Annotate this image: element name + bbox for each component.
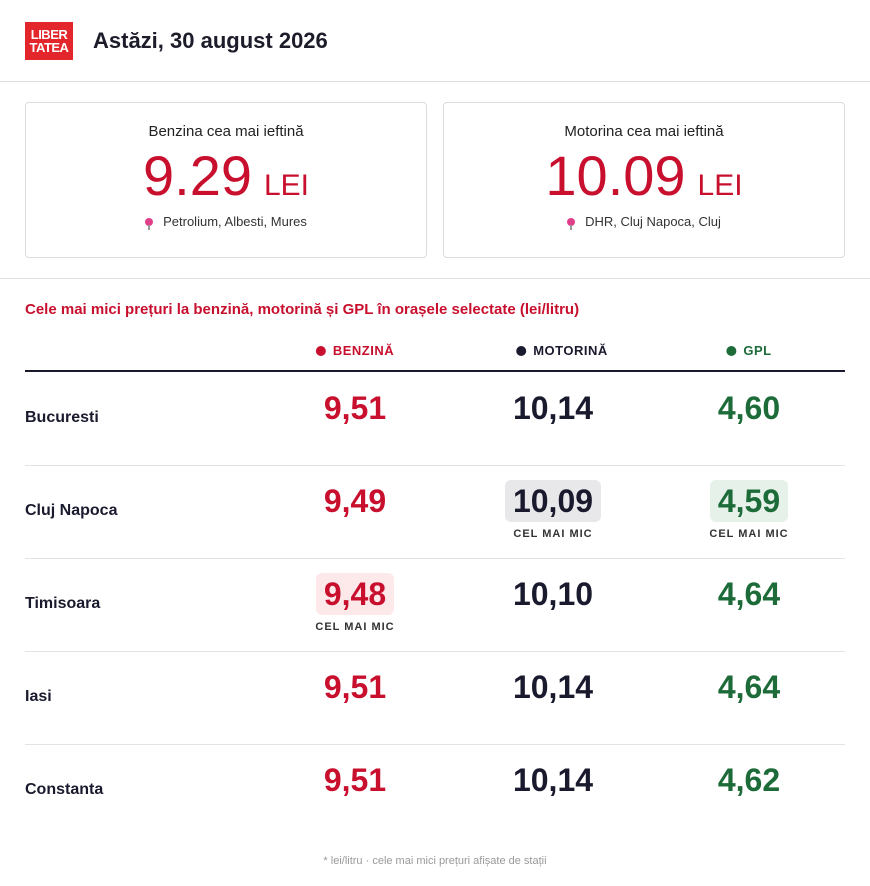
lowest-badge: CEL MAI MIC xyxy=(315,621,395,633)
city-name: Timisoara xyxy=(25,595,101,612)
lowest-badge: CEL MAI MIC xyxy=(709,528,789,540)
benzina-cell: 9,51 xyxy=(295,666,415,708)
motorina-dot-icon xyxy=(516,345,527,356)
footnote: * lei/litru · cele mai mici prețuri afiș… xyxy=(323,855,547,867)
cheapest-petrol-card: Benzina cea mai ieftină 9.29 LEI Petroli… xyxy=(25,102,427,258)
benzina-dot-icon xyxy=(315,345,326,356)
card-location: Petrolium, Albesti, Mures xyxy=(145,214,307,230)
card-price: 9.29 LEI xyxy=(143,146,309,206)
gpl-cell: 4,59 CEL MAI MIC xyxy=(689,480,809,540)
libertatea-logo[interactable]: LIBER TATEA xyxy=(25,21,73,60)
benzina-price: 9,51 xyxy=(323,390,387,426)
benzina-cell: 9,49 xyxy=(295,480,415,522)
motorina-price: 10,14 xyxy=(512,669,594,705)
price-table: Bucuresti 9,51 10,14 4,60 Cluj Napoca 9,… xyxy=(25,373,845,838)
motorina-cell: 10,09 CEL MAI MIC xyxy=(493,480,613,540)
column-header-motorina: MOTORINĂ xyxy=(516,343,608,358)
column-header-label: GPL xyxy=(743,343,772,358)
motorina-price: 10,14 xyxy=(512,762,594,798)
cheapest-cards: Benzina cea mai ieftină 9.29 LEI Petroli… xyxy=(25,102,845,258)
card-price-unit: LEI xyxy=(697,169,743,202)
header: LIBER TATEA Astăzi, 30 august 2026 xyxy=(0,0,870,82)
gpl-price: 4,60 xyxy=(717,390,781,426)
column-header-gpl: GPL xyxy=(726,343,771,358)
gpl-cell: 4,62 xyxy=(689,759,809,801)
cheapest-diesel-card: Motorina cea mai ieftină 10.09 LEI DHR, … xyxy=(443,102,845,258)
map-pin-icon xyxy=(567,217,576,230)
map-pin-icon xyxy=(145,217,154,230)
gpl-cell: 4,64 xyxy=(689,666,809,708)
lowest-badge: CEL MAI MIC xyxy=(513,528,593,540)
card-price-unit: LEI xyxy=(263,169,310,202)
logo-line1: LIBER xyxy=(30,26,68,42)
table-row: Cluj Napoca 9,49 10,09 CEL MAI MIC 4,59 … xyxy=(25,466,845,559)
header-date: Astăzi, 30 august 2026 xyxy=(93,27,328,53)
table-row: Timisoara 9,48 CEL MAI MIC 10,10 4,64 xyxy=(25,559,845,652)
benzina-price: 9,49 xyxy=(323,483,387,519)
table-row: Bucuresti 9,51 10,14 4,60 xyxy=(25,373,845,466)
gpl-price: 4,64 xyxy=(717,576,781,612)
benzina-cell: 9,51 xyxy=(295,387,415,429)
card-price-value: 10.09 xyxy=(545,144,686,207)
benzina-price: 9,51 xyxy=(323,762,387,798)
gpl-price: 4,64 xyxy=(717,669,781,705)
column-header-benzina: BENZINĂ xyxy=(315,343,395,358)
table-header: BENZINĂ MOTORINĂ GPL xyxy=(25,340,845,372)
city-name: Bucuresti xyxy=(25,409,99,426)
card-label: Benzina cea mai ieftină xyxy=(148,123,304,140)
motorina-cell: 10,14 xyxy=(493,759,613,801)
card-price: 10.09 LEI xyxy=(545,146,742,206)
card-location-text: Petrolium, Albesti, Mures xyxy=(163,214,307,229)
motorina-cell: 10,14 xyxy=(493,387,613,429)
benzina-price-highlighted: 9,48 xyxy=(315,573,395,615)
motorina-price: 10,10 xyxy=(512,576,594,612)
logo-line2: TATEA xyxy=(29,39,69,55)
column-header-label: MOTORINĂ xyxy=(533,343,608,358)
benzina-cell: 9,51 xyxy=(295,759,415,801)
city-name: Iasi xyxy=(25,688,52,705)
motorina-price: 10,14 xyxy=(512,390,594,426)
benzina-price: 9,51 xyxy=(323,669,387,705)
motorina-cell: 10,10 xyxy=(493,573,613,615)
section-title: Cele mai mici prețuri la benzină, motori… xyxy=(25,301,580,318)
motorina-price-highlighted: 10,09 xyxy=(504,480,602,522)
table-row: Constanta 9,51 10,14 4,62 xyxy=(25,745,845,838)
card-price-value: 9.29 xyxy=(142,144,252,207)
column-header-label: BENZINĂ xyxy=(332,343,395,358)
city-name: Cluj Napoca xyxy=(25,502,118,519)
gpl-cell: 4,64 xyxy=(689,573,809,615)
gpl-cell: 4,60 xyxy=(689,387,809,429)
benzina-cell: 9,48 CEL MAI MIC xyxy=(295,573,415,633)
card-location: DHR, Cluj Napoca, Cluj xyxy=(567,214,721,230)
card-location-text: DHR, Cluj Napoca, Cluj xyxy=(585,214,721,229)
divider xyxy=(0,278,870,279)
table-row: Iasi 9,51 10,14 4,64 xyxy=(25,652,845,745)
gpl-price-highlighted: 4,59 xyxy=(709,480,789,522)
gpl-dot-icon xyxy=(726,345,737,356)
card-label: Motorina cea mai ieftină xyxy=(564,123,724,140)
gpl-price: 4,62 xyxy=(717,762,781,798)
city-name: Constanta xyxy=(25,781,104,798)
motorina-cell: 10,14 xyxy=(493,666,613,708)
